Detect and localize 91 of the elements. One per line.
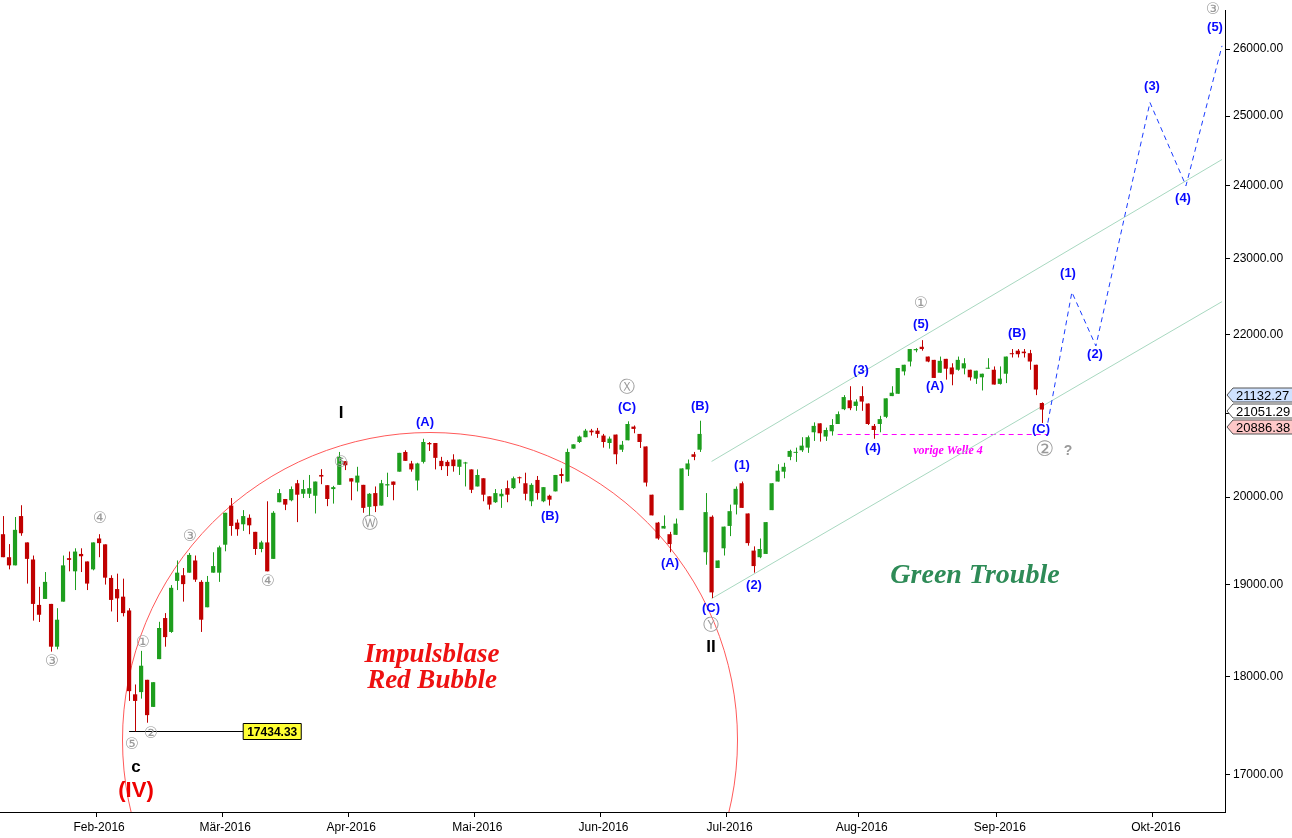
annotation: Impulsblase	[363, 637, 500, 668]
candlestick	[637, 433, 642, 449]
annotation: (IV)	[118, 777, 154, 803]
candlestick	[673, 518, 678, 536]
x-tick-label: Mai-2016	[452, 819, 503, 834]
candlestick	[691, 451, 696, 461]
annotation: Green Trouble	[890, 558, 1060, 590]
annotation: (B)	[540, 507, 560, 523]
y-tick-label: 24000.00	[1233, 178, 1284, 193]
candlestick	[655, 521, 660, 541]
annotation: (C)	[617, 398, 637, 414]
ref-line-label: 17434.33	[247, 724, 298, 739]
candlestick	[697, 420, 702, 453]
y-tick-label: 18000.00	[1233, 669, 1284, 684]
y-tick-label: 25000.00	[1233, 108, 1284, 123]
annotation: (3)	[853, 361, 869, 377]
candlestick	[553, 474, 558, 492]
candlestick	[715, 559, 720, 569]
candlestick	[619, 440, 624, 453]
y-tick-label: 22000.00	[1233, 326, 1284, 341]
annotation: ⑤	[333, 452, 349, 472]
annotation: (4)	[865, 439, 881, 455]
x-tick-label: Sep-2016	[973, 819, 1027, 834]
y-tick-label: 23000.00	[1233, 250, 1284, 265]
annotation: ③	[1205, 0, 1221, 19]
annotation: (1)	[1060, 264, 1076, 280]
candlestick	[703, 492, 708, 566]
candlestick	[649, 494, 654, 516]
candlestick	[709, 514, 714, 599]
annotation: (5)	[1207, 18, 1223, 34]
text: 20886.38	[1236, 419, 1291, 435]
candlestick	[541, 486, 546, 503]
candlestick	[625, 420, 630, 441]
candlestick	[643, 445, 648, 487]
y-tick-label: 20000.00	[1233, 489, 1284, 504]
annotation: (A)	[415, 413, 435, 429]
text: 21132.27	[1236, 387, 1290, 403]
annotation: ②	[1035, 437, 1055, 462]
y-tick-label: 19000.00	[1233, 576, 1284, 591]
annotation: (A)	[660, 554, 680, 570]
candlestick	[547, 494, 552, 507]
candlestick	[565, 448, 570, 483]
candlestick	[721, 526, 726, 557]
candlestick	[727, 504, 732, 537]
annotation: (3)	[1144, 77, 1160, 93]
annotation: Ⓧ	[619, 377, 635, 397]
x-tick-label: Aug-2016	[835, 819, 889, 834]
annotation: I	[338, 402, 344, 422]
x-tick-label: Okt-2016	[1131, 819, 1181, 834]
candlestick	[523, 472, 528, 501]
candlestick	[571, 443, 576, 450]
annotation: II	[706, 636, 716, 656]
line-series	[1047, 45, 1223, 424]
annotation: ④	[92, 508, 108, 528]
annotation: (1)	[734, 456, 750, 472]
candlestick	[505, 480, 510, 503]
text: 21051.29	[1236, 403, 1291, 419]
y-tick-label: 26000.00	[1233, 41, 1284, 56]
annotation: ?	[1063, 441, 1073, 458]
candlestick	[613, 434, 618, 465]
candlestick	[559, 467, 564, 484]
y-tick-label: 17000.00	[1233, 766, 1284, 781]
candlestick	[661, 514, 666, 530]
candlestick	[529, 482, 534, 507]
annotation: c	[131, 756, 141, 776]
candlestick	[487, 495, 492, 511]
candlestick	[511, 476, 516, 490]
annotation: ①	[913, 293, 929, 313]
x-tick-label: Apr-2016	[326, 819, 377, 834]
annotation: (C)	[1031, 420, 1051, 436]
candlestick	[733, 485, 738, 515]
annotation: (A)	[925, 377, 945, 393]
x-tick-label: Jul-2016	[706, 819, 753, 834]
annotation: ③	[44, 651, 60, 671]
candlestick	[667, 531, 672, 553]
annotation: ⑤	[124, 734, 140, 754]
candlestick	[535, 475, 540, 501]
annotation: ③	[182, 526, 198, 546]
x-tick-label: Mär-2016	[199, 819, 252, 834]
annotation: (B)	[1007, 324, 1027, 340]
annotation: ④	[260, 571, 276, 591]
annotation: (B)	[690, 397, 710, 413]
annotation: (5)	[913, 315, 929, 331]
annotation: (4)	[1175, 189, 1191, 205]
ref-line-label: vorige Welle 4	[913, 442, 983, 457]
x-tick-label: Jun-2016	[578, 819, 629, 834]
annotation: (C)	[701, 599, 721, 615]
annotation: (2)	[1087, 345, 1103, 361]
annotation: Ⓦ	[362, 513, 378, 533]
x-tick-label: Feb-2016	[73, 819, 126, 834]
annotation: (2)	[746, 576, 762, 592]
